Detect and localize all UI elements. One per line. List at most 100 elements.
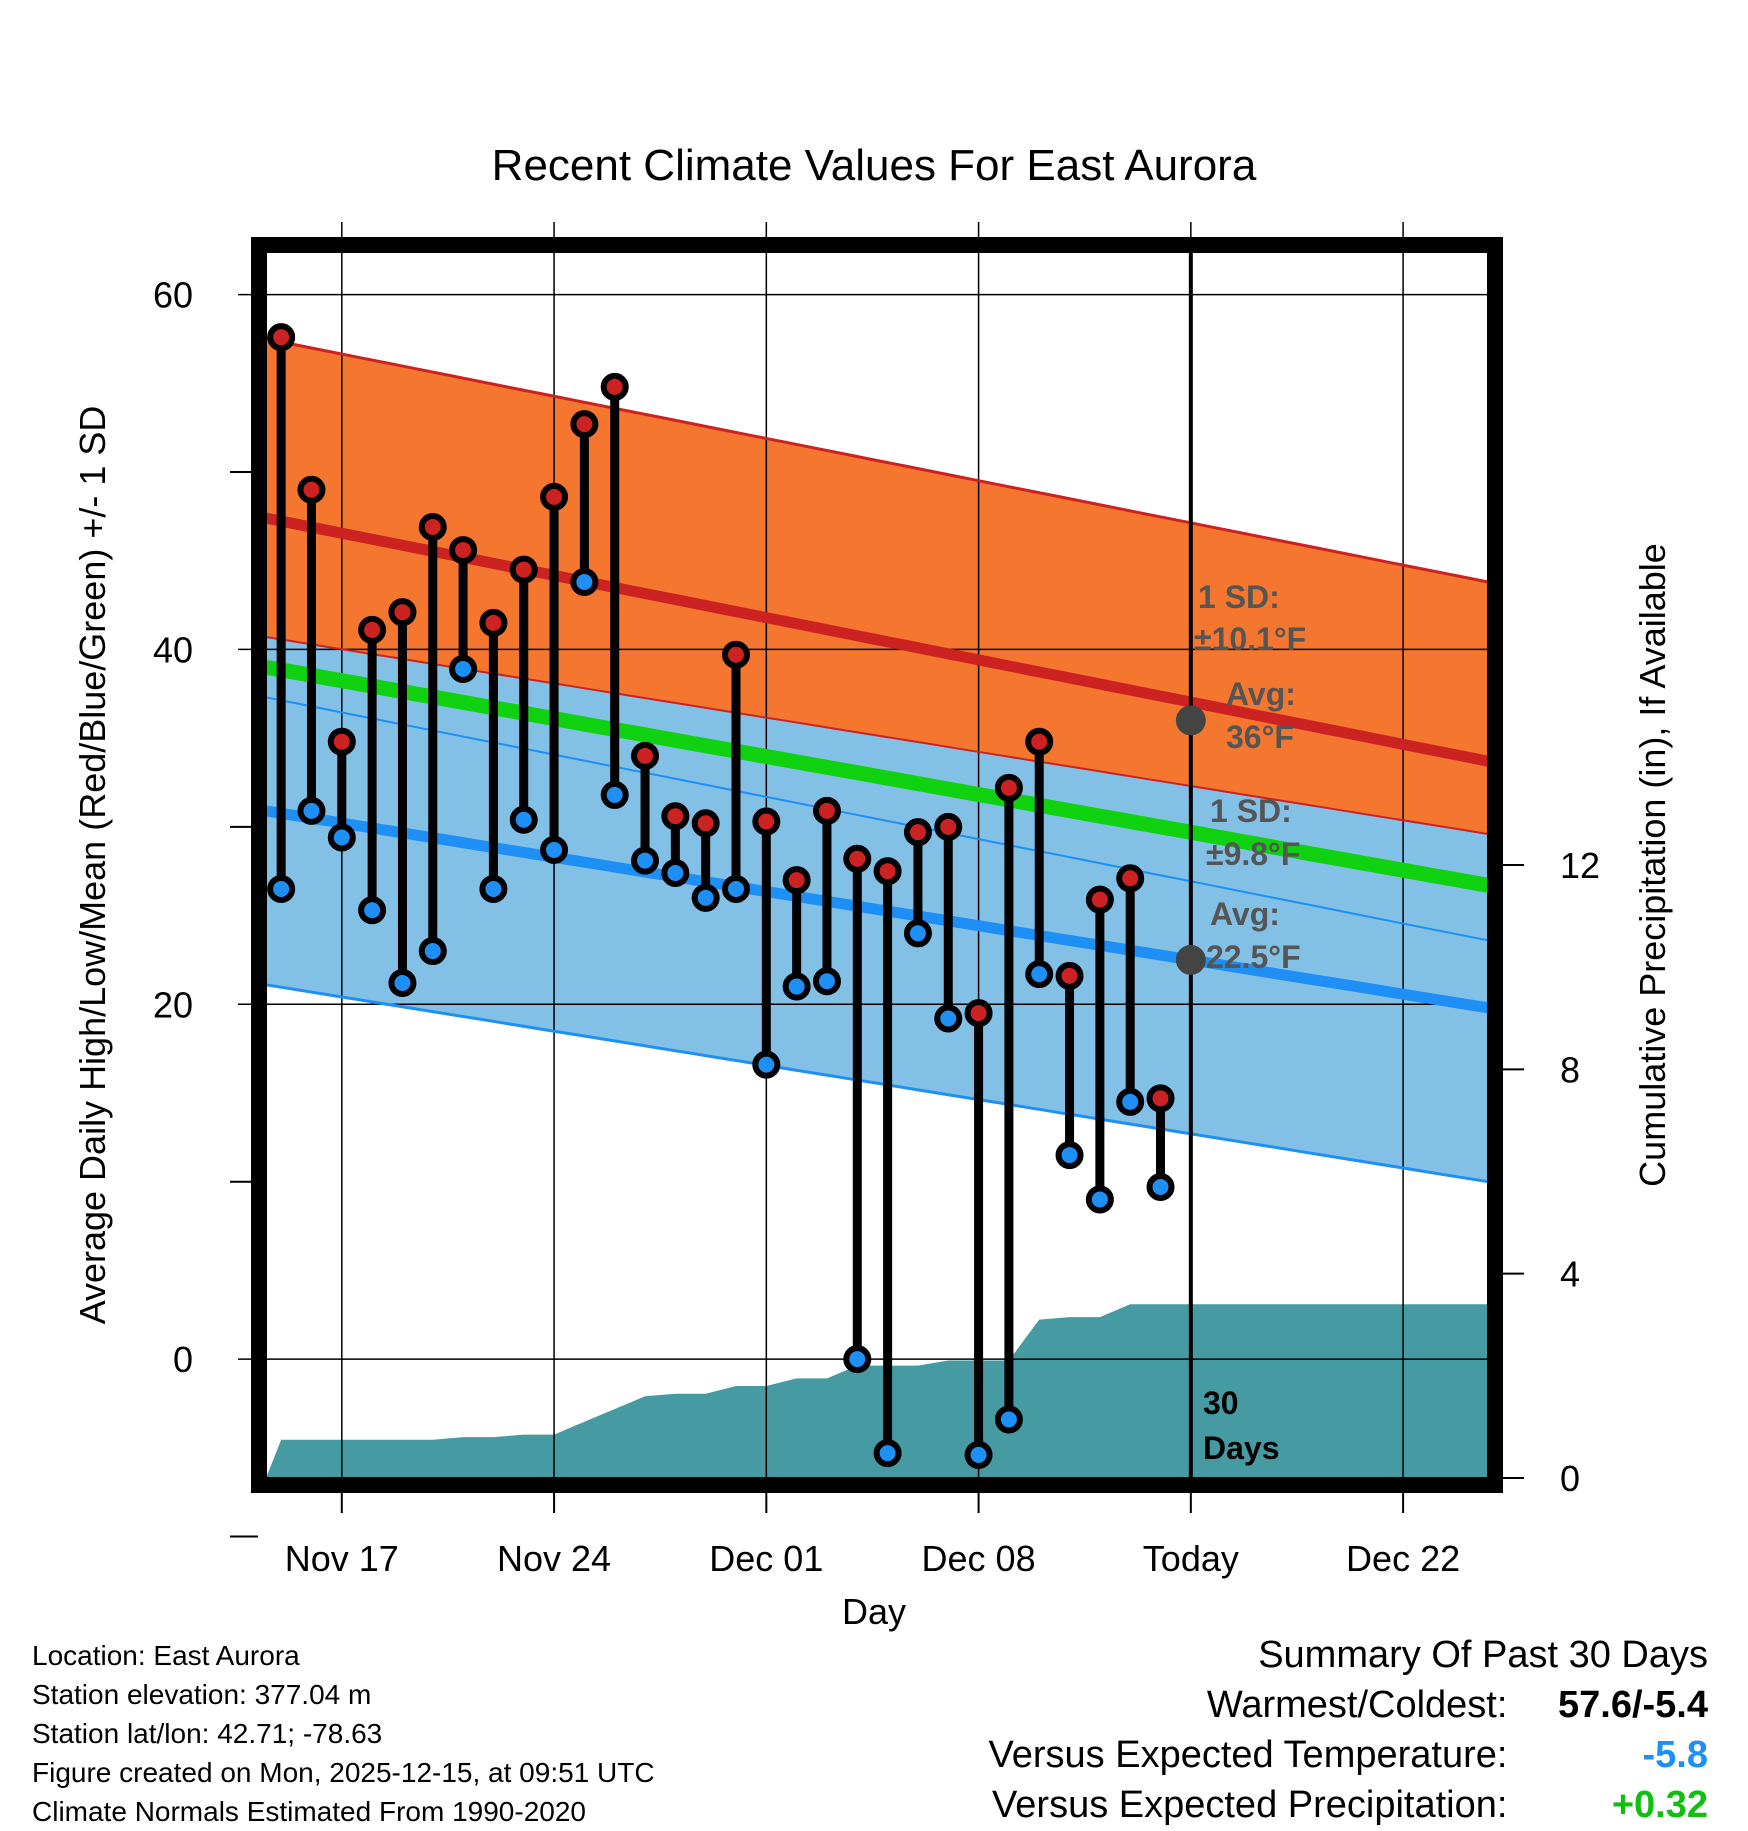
obs-high-point [358, 615, 387, 644]
low-minus-sd-line [265, 983, 1489, 1184]
obs-low-point [570, 568, 599, 597]
y-right-tick-label: 4 [1560, 1254, 1580, 1295]
obs-high-point [782, 866, 811, 895]
high-sd-label: 1 SD: [1198, 579, 1280, 615]
today-low-avg-point [1175, 944, 1206, 975]
obs-high-point [297, 475, 326, 504]
summary-precip-row: Versus Expected Precipitation: +0.32 [989, 1780, 1708, 1830]
obs-high-point [843, 844, 872, 873]
obs-low-point [540, 835, 569, 864]
obs-low-point [873, 1439, 902, 1468]
obs-low-point [509, 805, 538, 834]
x-tick-label: Nov 24 [497, 1538, 611, 1579]
low-avg-label: Avg: [1210, 896, 1280, 932]
latlon-text: Station lat/lon: 42.71; -78.63 [32, 1718, 383, 1749]
plot-frame [251, 237, 1503, 1493]
obs-low-point [388, 968, 417, 997]
high-plus-sd-line [265, 337, 1489, 584]
obs-high-point [570, 410, 599, 439]
obs-low-point [782, 972, 811, 1001]
high-annotation: 1 SD: ±10.1°F Avg: 36°F [1194, 579, 1306, 755]
obs-low-point [843, 1345, 872, 1374]
high-avg-label: Avg: [1226, 676, 1296, 712]
y-left-tick-label: 20 [153, 984, 193, 1025]
obs-low-point [267, 874, 296, 903]
low-avg-value: 22.5°F [1206, 939, 1301, 975]
obs-high-point [722, 640, 750, 669]
days-word: Days [1203, 1430, 1280, 1466]
obs-high-point [812, 796, 841, 825]
y-axis-label-right: Cumulative Precipitation (in), If Availa… [1632, 543, 1673, 1187]
obs-high-point [267, 323, 296, 352]
obs-low-point [449, 654, 478, 683]
obs-high-point [1146, 1084, 1175, 1113]
obs-high-point [509, 555, 538, 584]
today-high-avg-point [1175, 705, 1206, 736]
y-right-tick-label: 0 [1560, 1458, 1580, 1499]
warm-cold-label: Warmest/Coldest: [1206, 1684, 1508, 1726]
obs-high-point [540, 482, 569, 511]
summary-warm-cold-row: Warmest/Coldest: 57.6/-5.4 [989, 1680, 1708, 1730]
obs-high-point [1116, 864, 1145, 893]
obs-low-point [418, 937, 447, 966]
high-minus-sd-line [265, 696, 1489, 942]
y-left-tick-label: 40 [153, 629, 193, 670]
obs-low-point [812, 967, 841, 996]
normal-mean-line [264, 659, 1490, 893]
obs-high-point [1055, 961, 1084, 990]
obs-low-point [297, 796, 326, 825]
obs-low-point [722, 874, 750, 903]
precip-deviation-label: Versus Expected Precipitation: [992, 1784, 1508, 1826]
obs-low-point [631, 846, 660, 875]
obs-low-point [691, 883, 720, 912]
obs-high-point [631, 741, 660, 770]
obs-high-point [327, 727, 356, 756]
obs-low-point [479, 874, 508, 903]
obs-high-point [691, 809, 720, 838]
obs-low-point [934, 1004, 963, 1033]
location-text: Location: East Aurora [32, 1640, 300, 1671]
y-right-tick-label: 8 [1560, 1049, 1580, 1090]
low-annotation: 1 SD: ±9.8°F Avg: 22.5°F [1206, 793, 1301, 975]
x-tick-label: Today [1143, 1538, 1239, 1579]
obs-high-point [449, 536, 478, 565]
obs-low-point [1146, 1173, 1175, 1202]
y-axis-label-left: Average Daily High/Low/Mean (Red/Blue/Gr… [72, 406, 113, 1325]
obs-low-point [964, 1440, 993, 1469]
obs-high-point [1025, 727, 1054, 756]
obs-high-point [661, 802, 690, 831]
summary-panel: Summary Of Past 30 Days Warmest/Coldest:… [989, 1630, 1708, 1830]
x-tick-label: Dec 22 [1346, 1538, 1460, 1579]
summary-heading: Summary Of Past 30 Days [1258, 1634, 1708, 1676]
precip-deviation-value: +0.32 [1611, 1784, 1708, 1826]
obs-low-point [1055, 1141, 1084, 1170]
normals-text: Climate Normals Estimated From 1990-2020 [32, 1796, 586, 1827]
axis-ticks: Nov 17 Nov 24 Dec 01 Dec 08 Today Dec 2202040… [153, 275, 1600, 1579]
obs-high-point [873, 857, 902, 886]
high-avg-value: 36°F [1226, 719, 1294, 755]
low-sd-label: 1 SD: [1210, 793, 1292, 829]
plot-area [238, 222, 1490, 1478]
summary-temp-row: Versus Expected Temperature: -5.8 [989, 1730, 1708, 1780]
x-axis-label: Day [842, 1591, 906, 1632]
y-left-tick-label: 0 [173, 1339, 193, 1380]
obs-high-point [934, 812, 963, 841]
obs-low-point [903, 919, 932, 948]
obs-low-point [661, 858, 690, 887]
obs-high-point [418, 513, 447, 542]
y-right-tick-label: 12 [1560, 845, 1600, 886]
temp-deviation-label: Versus Expected Temperature: [988, 1734, 1508, 1776]
obs-low-point [327, 823, 356, 852]
x-tick-label: Nov 17 [285, 1538, 399, 1579]
obs-high-point [752, 807, 781, 836]
obs-low-point [1085, 1185, 1114, 1214]
obs-low-point [600, 780, 629, 809]
obs-low-point [1116, 1087, 1145, 1116]
y-left-tick-label: 60 [153, 275, 193, 316]
high-sd-value: ±10.1°F [1194, 621, 1306, 657]
obs-high-point [994, 773, 1023, 802]
obs-high-point [479, 608, 508, 637]
precip-area [266, 1304, 1488, 1478]
station-info: Location: East Aurora Station elevation:… [32, 1636, 655, 1831]
normal-low-line [265, 805, 1489, 1014]
